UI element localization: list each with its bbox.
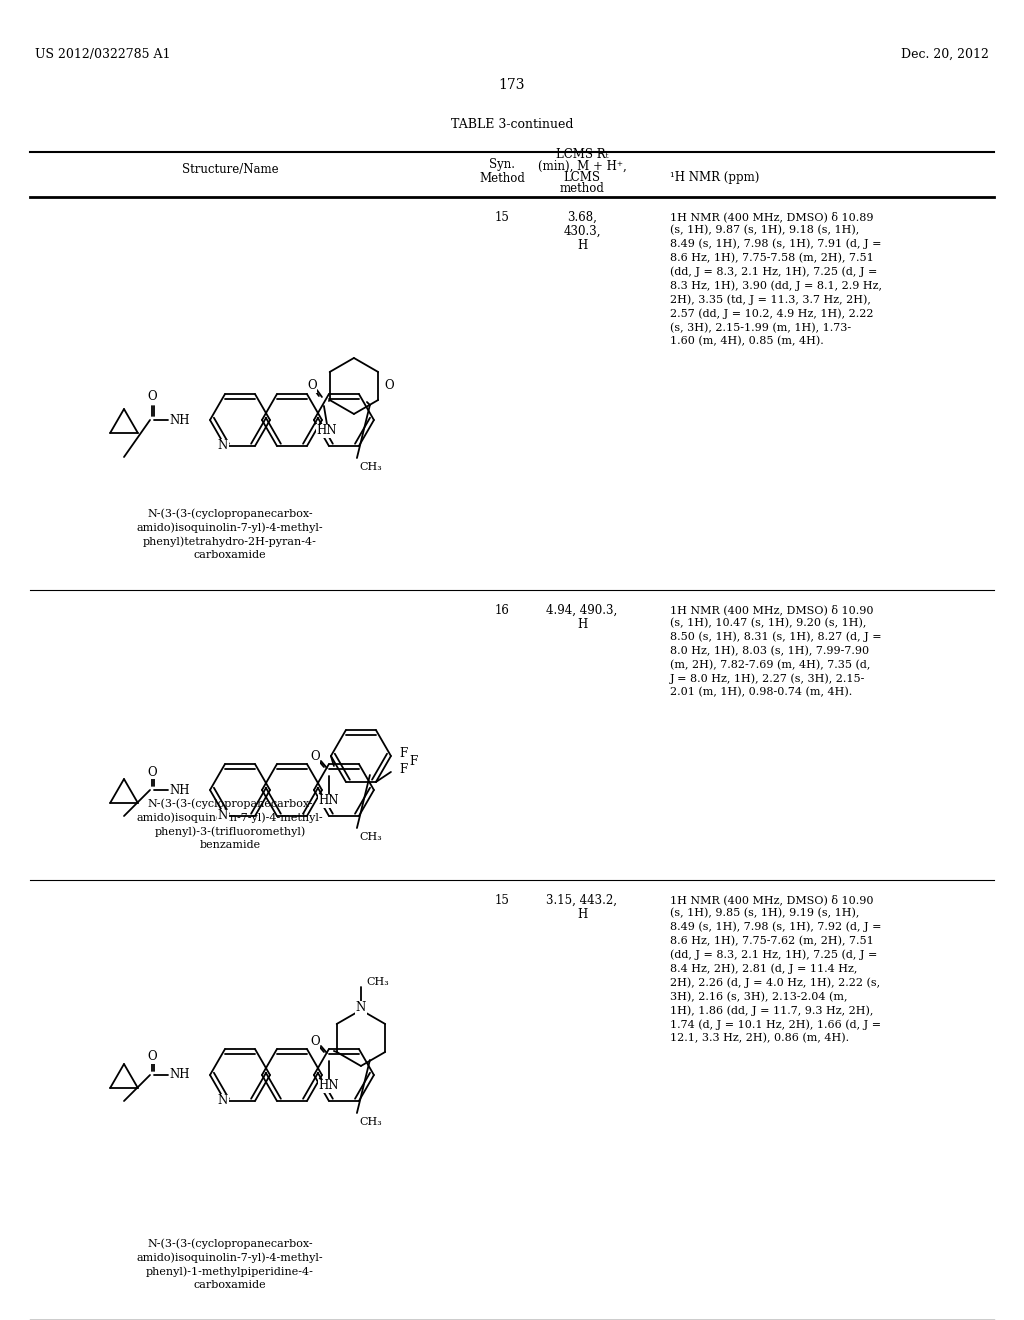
Text: amido)isoquinolin-7-yl)-4-methyl-: amido)isoquinolin-7-yl)-4-methyl- <box>136 812 324 822</box>
Text: H: H <box>577 239 587 252</box>
Text: 1H NMR (400 MHz, DMSO) δ 10.89
(s, 1H), 9.87 (s, 1H), 9.18 (s, 1H),
8.49 (s, 1H): 1H NMR (400 MHz, DMSO) δ 10.89 (s, 1H), … <box>670 211 882 346</box>
Text: N-(3-(3-(cyclopropanecarbox-: N-(3-(3-(cyclopropanecarbox- <box>147 799 312 809</box>
Text: LCMS: LCMS <box>563 172 600 183</box>
Text: N-(3-(3-(cyclopropanecarbox-: N-(3-(3-(cyclopropanecarbox- <box>147 1238 312 1249</box>
Text: O: O <box>310 1035 319 1048</box>
Text: HN: HN <box>318 795 339 808</box>
Text: N: N <box>218 1094 228 1107</box>
Text: F: F <box>410 755 418 768</box>
Text: O: O <box>147 766 157 779</box>
Text: HN: HN <box>318 1080 339 1093</box>
Text: amido)isoquinolin-7-yl)-4-methyl-: amido)isoquinolin-7-yl)-4-methyl- <box>136 521 324 532</box>
Text: N: N <box>355 1002 366 1015</box>
Text: benzamide: benzamide <box>200 840 260 850</box>
Text: O: O <box>147 1051 157 1064</box>
Text: phenyl)-1-methylpiperidine-4-: phenyl)-1-methylpiperidine-4- <box>146 1266 314 1276</box>
Text: CH₃: CH₃ <box>359 462 382 473</box>
Text: F: F <box>399 747 408 760</box>
Text: ¹H NMR (ppm): ¹H NMR (ppm) <box>670 172 760 183</box>
Text: NH: NH <box>170 784 190 796</box>
Text: 1H NMR (400 MHz, DMSO) δ 10.90
(s, 1H), 10.47 (s, 1H), 9.20 (s, 1H),
8.50 (s, 1H: 1H NMR (400 MHz, DMSO) δ 10.90 (s, 1H), … <box>670 605 882 697</box>
Text: (min), M + H⁺,: (min), M + H⁺, <box>538 160 627 173</box>
Text: US 2012/0322785 A1: US 2012/0322785 A1 <box>35 48 171 61</box>
Text: carboxamide: carboxamide <box>194 550 266 560</box>
Text: N: N <box>218 440 228 453</box>
Text: HN: HN <box>316 425 337 437</box>
Text: 16: 16 <box>495 605 509 616</box>
Text: method: method <box>559 182 604 195</box>
Text: Dec. 20, 2012: Dec. 20, 2012 <box>901 48 989 61</box>
Text: Method: Method <box>479 172 525 185</box>
Text: H: H <box>577 618 587 631</box>
Text: phenyl)-3-(trifluoromethyl): phenyl)-3-(trifluoromethyl) <box>155 826 305 837</box>
Text: LCMS Rₜ: LCMS Rₜ <box>556 148 608 161</box>
Text: O: O <box>385 379 394 392</box>
Text: 4.94, 490.3,: 4.94, 490.3, <box>547 605 617 616</box>
Text: CH₃: CH₃ <box>359 832 382 842</box>
Text: CH₃: CH₃ <box>359 1117 382 1127</box>
Text: 3.68,: 3.68, <box>567 211 597 224</box>
Text: O: O <box>310 751 319 763</box>
Text: Structure/Name: Structure/Name <box>181 162 279 176</box>
Text: Syn.: Syn. <box>489 158 515 172</box>
Text: TABLE 3-continued: TABLE 3-continued <box>451 117 573 131</box>
Text: N: N <box>218 809 228 822</box>
Text: O: O <box>307 379 316 392</box>
Text: CH₃: CH₃ <box>366 977 389 987</box>
Text: 1H NMR (400 MHz, DMSO) δ 10.90
(s, 1H), 9.85 (s, 1H), 9.19 (s, 1H),
8.49 (s, 1H): 1H NMR (400 MHz, DMSO) δ 10.90 (s, 1H), … <box>670 894 882 1043</box>
Text: amido)isoquinolin-7-yl)-4-methyl-: amido)isoquinolin-7-yl)-4-methyl- <box>136 1251 324 1262</box>
Text: 173: 173 <box>499 78 525 92</box>
Text: 430.3,: 430.3, <box>563 224 601 238</box>
Text: H: H <box>577 908 587 921</box>
Text: O: O <box>147 389 157 403</box>
Text: phenyl)tetrahydro-2H-pyran-4-: phenyl)tetrahydro-2H-pyran-4- <box>143 536 317 546</box>
Text: 15: 15 <box>495 211 509 224</box>
Text: F: F <box>399 763 408 776</box>
Text: 3.15, 443.2,: 3.15, 443.2, <box>547 894 617 907</box>
Text: 15: 15 <box>495 894 509 907</box>
Text: NH: NH <box>170 413 190 426</box>
Text: N-(3-(3-(cyclopropanecarbox-: N-(3-(3-(cyclopropanecarbox- <box>147 508 312 519</box>
Text: carboxamide: carboxamide <box>194 1280 266 1290</box>
Text: NH: NH <box>170 1068 190 1081</box>
